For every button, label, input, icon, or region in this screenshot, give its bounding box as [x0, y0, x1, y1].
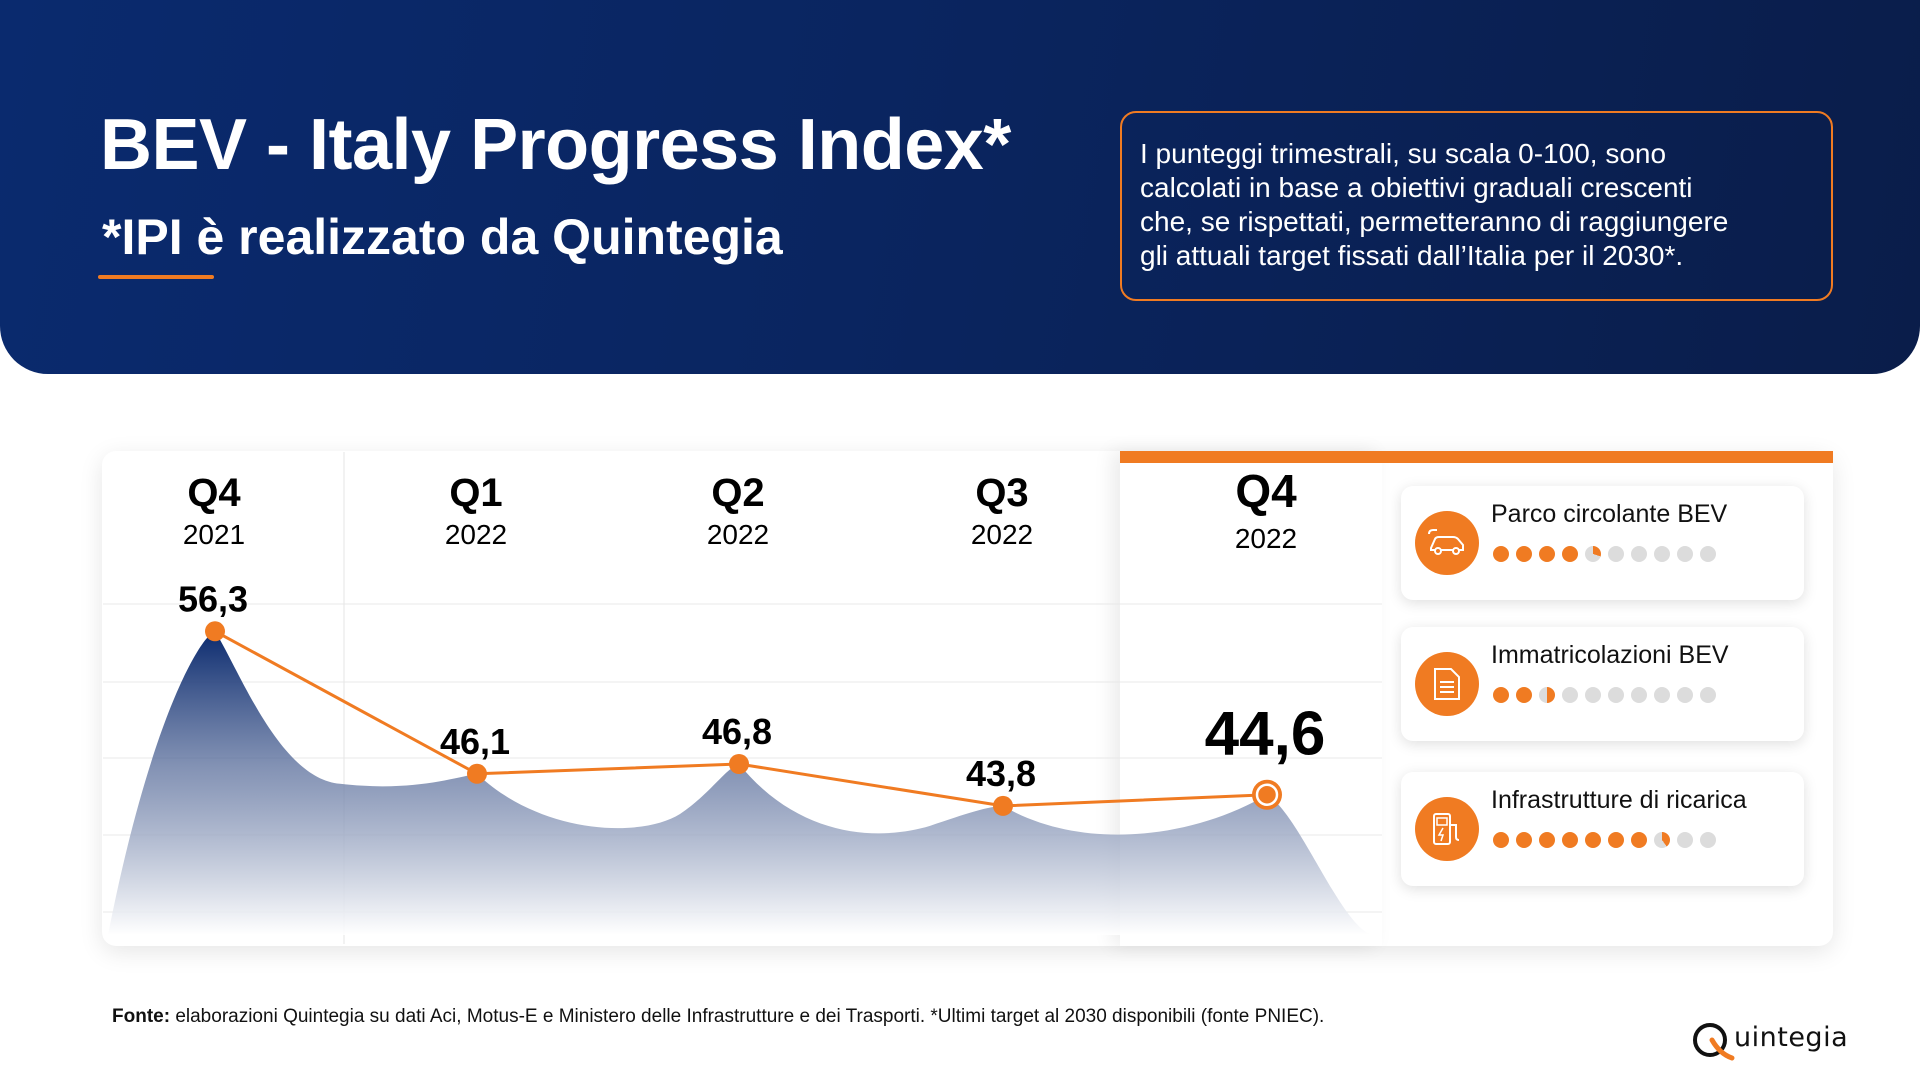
score-dot: [1562, 832, 1578, 848]
data-point: [205, 621, 225, 642]
score-dot: [1562, 687, 1578, 703]
quarter-label: Q2: [711, 471, 764, 515]
info-line: che, se rispettati, permetteranno di rag…: [1140, 206, 1729, 237]
score-dot: [1516, 687, 1532, 703]
charging-station-icon: [1415, 797, 1479, 861]
score-dot: [1608, 546, 1624, 562]
year-label: 2022: [707, 519, 769, 550]
header-banner: [0, 0, 1920, 374]
score-dot: [1585, 687, 1601, 703]
score-dot: [1677, 832, 1693, 848]
score-dot: [1493, 832, 1509, 848]
score-dot: [1631, 832, 1647, 848]
score-dot: [1516, 546, 1532, 562]
quarter-label: Q1: [449, 471, 502, 515]
score-dot: [1539, 832, 1555, 848]
info-line: I punteggi trimestrali, su scala 0-100, …: [1140, 138, 1667, 169]
score-dot: [1516, 832, 1532, 848]
score-dot: [1677, 687, 1693, 703]
score-dot: [1585, 832, 1601, 848]
year-label: 2022: [445, 519, 507, 550]
score-dot: [1562, 546, 1578, 562]
info-text: I punteggi trimestrali, su scala 0-100, …: [1140, 137, 1813, 273]
score-dot: [1700, 687, 1716, 703]
score-dot: [1700, 546, 1716, 562]
score-dot: [1539, 687, 1555, 703]
chart-area: [108, 631, 1372, 935]
quarter-label: Q4: [187, 471, 241, 515]
indicator-label: Infrastrutture di ricarica: [1491, 786, 1747, 814]
value-label: 44,6: [1205, 700, 1326, 769]
score-dot: [1654, 687, 1670, 703]
info-line: gli attuali target fissati dall’Italia p…: [1140, 240, 1684, 271]
info-box: I punteggi trimestrali, su scala 0-100, …: [1120, 111, 1833, 301]
car-charging-icon: [1415, 511, 1479, 575]
value-label: 43,8: [966, 753, 1036, 794]
year-label: 2022: [971, 519, 1033, 550]
data-point: [467, 763, 487, 784]
indicator-dots: [1493, 687, 1716, 703]
score-dot: [1608, 832, 1624, 848]
year-label: 2021: [183, 519, 245, 550]
value-label: 46,8: [702, 711, 772, 752]
score-dot: [1677, 546, 1693, 562]
score-dot: [1654, 546, 1670, 562]
value-label: 56,3: [178, 578, 248, 619]
score-dot: [1608, 687, 1624, 703]
document-icon: [1415, 652, 1479, 716]
indicator-dots: [1493, 832, 1716, 848]
quarter-label: Q3: [975, 471, 1028, 515]
indicator-card-parco: Parco circolante BEV: [1401, 486, 1804, 600]
logo-text: uintegia: [1734, 1022, 1849, 1053]
highlight-top-bar: [1120, 451, 1833, 463]
data-point-ring: [1255, 783, 1279, 806]
score-dot: [1493, 546, 1509, 562]
indicator-label: Immatricolazioni BEV: [1491, 641, 1729, 669]
score-dot: [1631, 687, 1647, 703]
subtitle-underline: [98, 275, 214, 279]
source-text: elaborazioni Quintegia su dati Aci, Motu…: [170, 1006, 1325, 1027]
data-point: [729, 754, 749, 775]
source-note: Fonte: elaborazioni Quintegia su dati Ac…: [112, 1006, 1324, 1028]
page-subtitle: *IPI è realizzato da Quintegia: [102, 209, 783, 265]
indicator-card-immatricolazioni: Immatricolazioni BEV: [1401, 627, 1804, 741]
page-title: BEV - Italy Progress Index*: [100, 105, 1011, 185]
info-line: calcolati in base a obiettivi graduali c…: [1140, 172, 1693, 203]
score-dot: [1493, 687, 1509, 703]
indicator-dots: [1493, 546, 1716, 562]
quintegia-logo: uintegia: [1690, 1018, 1848, 1062]
indicator-label: Parco circolante BEV: [1491, 500, 1728, 528]
score-dot: [1585, 546, 1601, 562]
value-label: 46,1: [440, 721, 510, 762]
indicator-card-infrastrutture: Infrastrutture di ricarica: [1401, 772, 1804, 886]
score-dot: [1700, 832, 1716, 848]
score-dot: [1654, 832, 1670, 848]
quarter-label: Q4: [1235, 465, 1297, 517]
source-label: Fonte:: [112, 1006, 171, 1027]
score-dot: [1539, 546, 1555, 562]
score-dot: [1631, 546, 1647, 562]
data-point: [993, 795, 1013, 816]
year-label: 2022: [1235, 523, 1297, 554]
logo-q-icon: [1693, 1023, 1735, 1061]
